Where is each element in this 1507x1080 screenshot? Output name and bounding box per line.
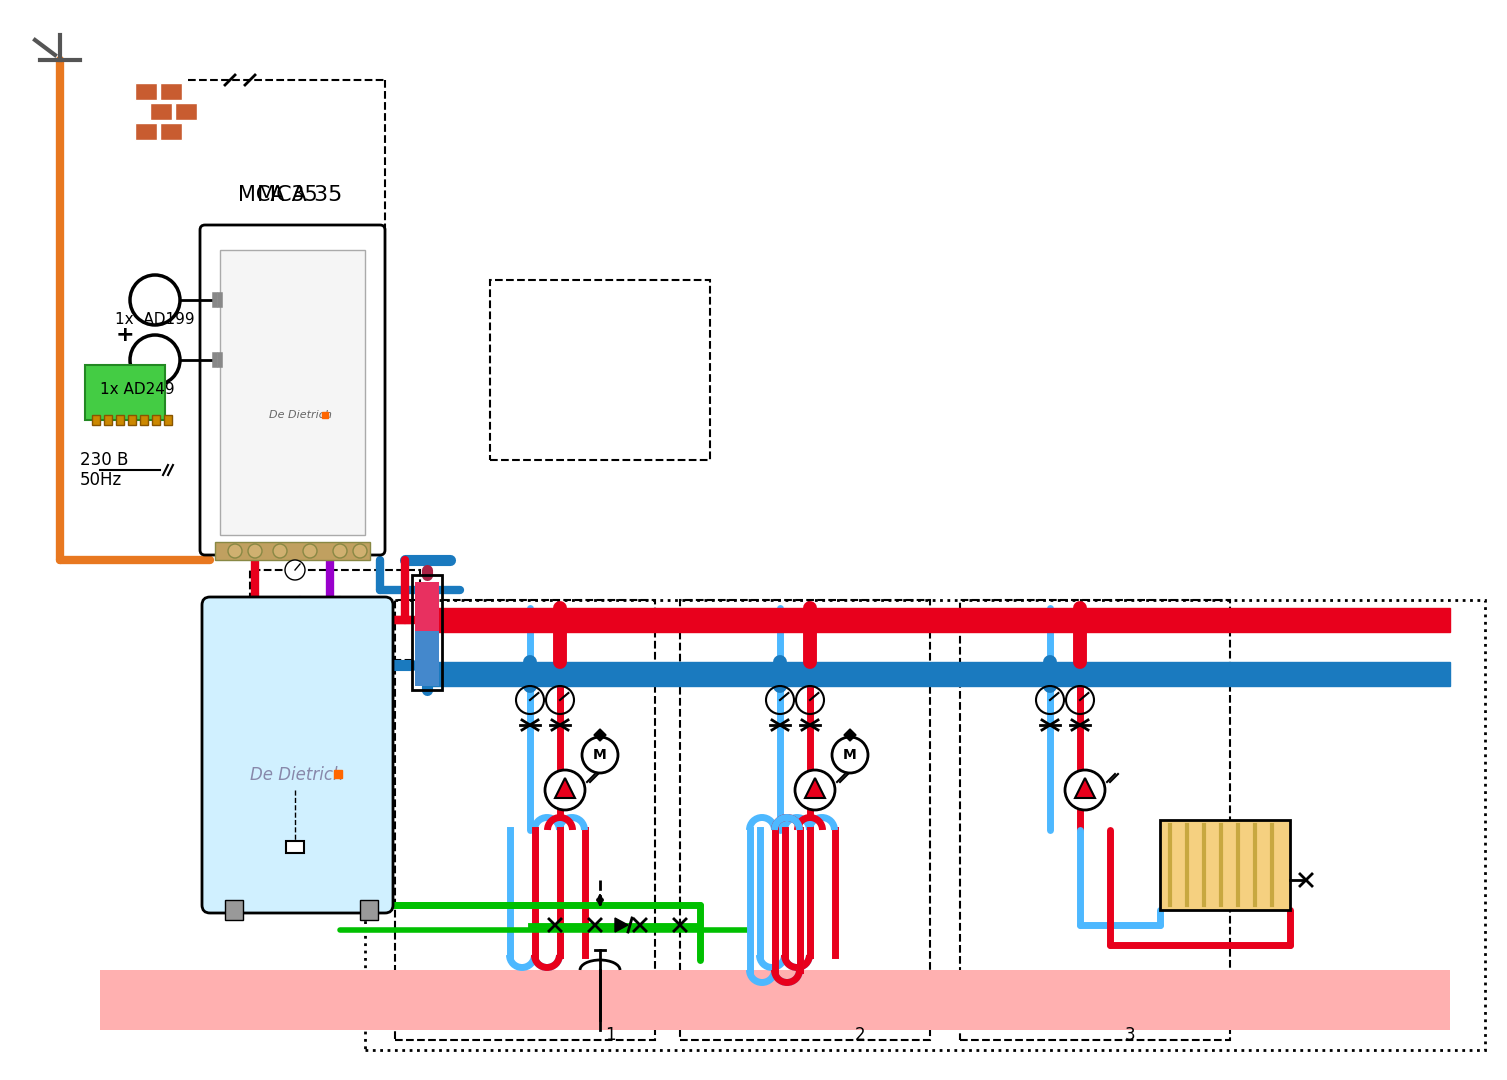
Text: M: M: [842, 748, 857, 762]
Bar: [286, 841, 304, 853]
Bar: [225, 900, 243, 920]
Circle shape: [273, 544, 286, 558]
Polygon shape: [615, 918, 628, 932]
Polygon shape: [594, 729, 606, 741]
Text: De Dietrich: De Dietrich: [268, 410, 332, 420]
FancyBboxPatch shape: [200, 225, 384, 555]
Bar: [160, 123, 182, 140]
Polygon shape: [844, 729, 856, 741]
Bar: [136, 83, 157, 100]
Text: 1x AD249: 1x AD249: [99, 382, 175, 397]
Bar: [151, 103, 172, 120]
Circle shape: [285, 561, 304, 580]
Bar: [429, 608, 1450, 632]
Bar: [160, 83, 182, 100]
Text: MCA 35: MCA 35: [238, 185, 318, 205]
Bar: [414, 631, 439, 686]
Bar: [175, 103, 197, 120]
Bar: [220, 249, 365, 535]
Text: 1: 1: [604, 1026, 615, 1044]
Bar: [152, 415, 160, 426]
Text: 2: 2: [854, 1026, 865, 1044]
Bar: [360, 900, 378, 920]
Circle shape: [582, 737, 618, 773]
Text: M: M: [594, 748, 607, 762]
Bar: [1160, 820, 1290, 910]
Polygon shape: [805, 778, 824, 798]
Text: 3: 3: [1124, 1026, 1135, 1044]
Bar: [411, 575, 442, 690]
Bar: [116, 415, 124, 426]
Bar: [216, 542, 371, 561]
Circle shape: [333, 544, 347, 558]
Bar: [99, 970, 1450, 1030]
Bar: [140, 415, 148, 426]
Bar: [128, 415, 136, 426]
Circle shape: [796, 770, 835, 810]
Text: 1x  AD199: 1x AD199: [115, 312, 194, 327]
Circle shape: [1065, 770, 1105, 810]
Bar: [104, 415, 112, 426]
Text: +: +: [116, 325, 134, 345]
Text: 50Hz: 50Hz: [80, 471, 122, 489]
Text: MCA 35: MCA 35: [258, 185, 342, 205]
FancyBboxPatch shape: [202, 597, 393, 913]
Bar: [164, 415, 172, 426]
Polygon shape: [555, 778, 576, 798]
Bar: [84, 365, 164, 420]
Circle shape: [546, 770, 585, 810]
Polygon shape: [1074, 778, 1096, 798]
Circle shape: [832, 737, 868, 773]
Circle shape: [353, 544, 368, 558]
Bar: [92, 415, 99, 426]
Bar: [429, 662, 1450, 686]
Bar: [414, 582, 439, 632]
Circle shape: [249, 544, 262, 558]
Text: De Dietrich: De Dietrich: [250, 766, 344, 784]
Circle shape: [228, 544, 243, 558]
Bar: [136, 123, 157, 140]
Circle shape: [303, 544, 316, 558]
Text: 230 В: 230 В: [80, 451, 128, 469]
